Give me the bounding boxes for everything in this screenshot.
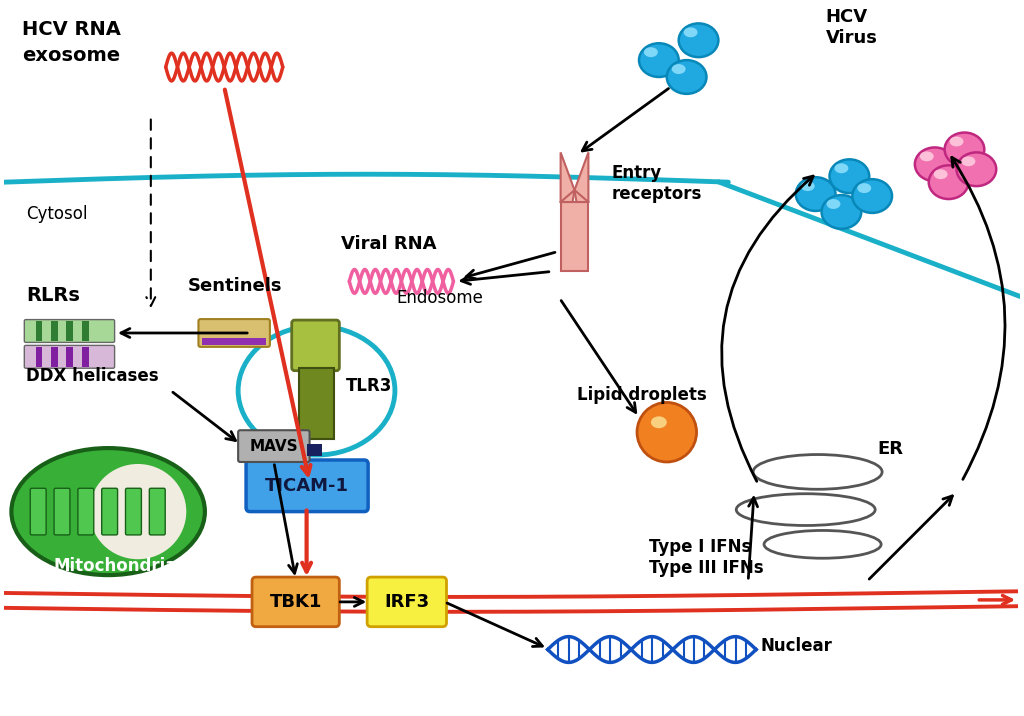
FancyBboxPatch shape [246,460,368,512]
Text: HCV RNA: HCV RNA [22,20,121,39]
Text: Sentinels: Sentinels [187,277,282,295]
Bar [36,347,42,367]
Ellipse shape [962,156,976,166]
Ellipse shape [644,47,657,57]
Ellipse shape [852,179,892,213]
Text: Cytosol: Cytosol [26,205,87,223]
FancyBboxPatch shape [78,488,94,535]
Bar [82,321,89,341]
Text: exosome: exosome [22,46,120,65]
Text: Entry
receptors: Entry receptors [611,164,701,203]
Text: Type I IFNs
Type III IFNs: Type I IFNs Type III IFNs [649,538,764,577]
Text: Endosome: Endosome [396,289,482,307]
Text: RLRs: RLRs [26,286,80,305]
Text: Mitochondria: Mitochondria [53,557,177,575]
Text: HCV
Virus: HCV Virus [825,9,878,47]
Ellipse shape [89,464,186,559]
FancyBboxPatch shape [252,577,339,626]
Ellipse shape [826,199,841,209]
Ellipse shape [796,177,836,211]
Ellipse shape [914,147,954,181]
Bar [67,347,74,367]
Circle shape [637,402,696,462]
Text: Viral RNA: Viral RNA [341,235,437,253]
Bar [299,368,335,439]
Ellipse shape [829,160,869,193]
Text: IRF3: IRF3 [384,593,429,611]
Ellipse shape [639,43,679,77]
Text: TICAM-1: TICAM-1 [265,477,349,495]
Ellipse shape [949,137,964,147]
Ellipse shape [929,165,969,199]
Text: ER: ER [878,440,903,458]
FancyBboxPatch shape [126,488,141,535]
Bar [51,347,58,367]
Text: Nuclear: Nuclear [760,637,831,654]
Bar [560,202,589,271]
Polygon shape [560,153,574,202]
Ellipse shape [11,448,205,575]
Ellipse shape [934,169,947,179]
Bar [36,321,42,341]
Ellipse shape [835,163,848,173]
FancyBboxPatch shape [54,488,70,535]
Bar [82,347,89,367]
Text: MAVS: MAVS [250,439,298,454]
Ellipse shape [821,195,861,229]
Ellipse shape [651,416,667,428]
Polygon shape [574,153,589,202]
FancyBboxPatch shape [292,320,339,371]
Ellipse shape [857,183,871,193]
Ellipse shape [684,27,697,37]
FancyBboxPatch shape [368,577,446,626]
Bar [51,321,58,341]
Text: TBK1: TBK1 [269,593,322,611]
Bar [306,444,323,456]
Text: Lipid droplets: Lipid droplets [578,387,708,405]
FancyBboxPatch shape [25,345,115,368]
FancyBboxPatch shape [101,488,118,535]
FancyBboxPatch shape [199,319,270,347]
Ellipse shape [679,24,719,57]
Ellipse shape [956,153,996,186]
Text: DDX helicases: DDX helicases [26,367,159,384]
Ellipse shape [801,181,815,191]
FancyBboxPatch shape [31,488,46,535]
Ellipse shape [920,151,934,161]
FancyBboxPatch shape [239,430,309,462]
Bar [67,321,74,341]
Ellipse shape [672,64,686,74]
FancyBboxPatch shape [25,319,115,342]
FancyBboxPatch shape [150,488,165,535]
Bar [203,338,266,345]
Text: TLR3: TLR3 [346,377,392,395]
Ellipse shape [944,132,984,166]
Ellipse shape [667,60,707,94]
